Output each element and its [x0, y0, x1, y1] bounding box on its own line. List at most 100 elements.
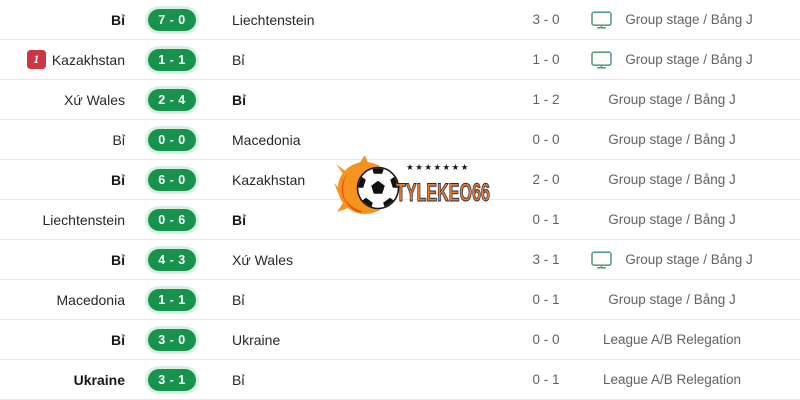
fulltime-score-cell: 4 - 3 [125, 248, 219, 271]
tv-icon [591, 250, 613, 269]
away-team-name: Ukraine [232, 331, 281, 348]
fulltime-score-cell: 0 - 6 [125, 208, 219, 231]
score-badge: 4 - 3 [148, 248, 196, 271]
away-team-cell: Bỉ [219, 212, 518, 228]
match-row[interactable]: Bỉ 7 - 0 Liechtenstein 3 - 0 Group stage… [0, 0, 800, 40]
stage-cell: Group stage / Bảng J [574, 10, 800, 29]
home-team-cell: Liechtenstein [0, 212, 125, 228]
fulltime-score-cell: 6 - 0 [125, 168, 219, 191]
match-row[interactable]: Macedonia 1 - 1 Bỉ 0 - 1 Group stage / B… [0, 280, 800, 320]
home-team-cell: Ukraine [0, 372, 125, 388]
home-team-cell: Bỉ [0, 332, 125, 348]
away-team-cell: Bỉ [219, 92, 518, 108]
fulltime-score-cell: 3 - 1 [125, 368, 219, 391]
away-team-cell: Bỉ [219, 372, 518, 388]
away-team-name: Kazakhstan [232, 171, 306, 188]
fulltime-score-cell: 1 - 1 [125, 288, 219, 311]
home-team-name: Bỉ [111, 331, 125, 348]
fulltime-score-cell: 2 - 4 [125, 88, 219, 111]
stage-cell: Group stage / Bảng J [574, 292, 800, 307]
match-row[interactable]: Bỉ 3 - 0 Ukraine 0 - 0 League A/B Relega… [0, 320, 800, 360]
halftime-score: 3 - 1 [532, 252, 560, 267]
away-team-name: Bỉ [232, 291, 245, 308]
home-team-name: Kazakhstan [51, 51, 125, 68]
score-badge: 2 - 4 [148, 88, 196, 111]
score-badge: 3 - 1 [148, 368, 196, 391]
stage-label: Group stage / Bảng J [608, 212, 736, 227]
stage-cell: Group stage / Bảng J [574, 92, 800, 107]
stage-cell: League A/B Relegation [574, 372, 800, 387]
score-badge: 7 - 0 [148, 8, 196, 31]
tv-icon [591, 10, 613, 29]
away-team-name: Liechtenstein [232, 11, 315, 28]
away-team-cell: Liechtenstein [219, 12, 518, 28]
stage-label: Group stage / Bảng J [625, 12, 753, 27]
stage-label: Group stage / Bảng J [608, 92, 736, 107]
match-row[interactable]: Bỉ 4 - 3 Xứ Wales 3 - 1 Group stage / Bả… [0, 240, 800, 280]
fulltime-score-cell: 0 - 0 [125, 128, 219, 151]
halftime-score: 2 - 0 [532, 172, 560, 187]
home-team-name: Xứ Wales [64, 91, 125, 108]
stage-label: League A/B Relegation [602, 372, 742, 387]
home-team-name: Bỉ [111, 251, 125, 268]
stage-cell: Group stage / Bảng J [574, 250, 800, 269]
stage-label: Group stage / Bảng J [625, 252, 753, 267]
home-team-cell: Bỉ [0, 172, 125, 188]
score-badge: 0 - 0 [148, 128, 196, 151]
home-team-cell: Macedonia [0, 291, 126, 308]
stage-cell: Group stage / Bảng J [574, 212, 800, 227]
away-team-cell: Bỉ [219, 292, 518, 308]
stage-label: Group stage / Bảng J [608, 172, 736, 187]
match-row[interactable]: Xứ Wales 2 - 4 Bỉ 1 - 2 Group stage / Bả… [0, 80, 800, 120]
fulltime-score-cell: 7 - 0 [125, 8, 219, 31]
away-team-name: Xứ Wales [232, 251, 293, 268]
match-row[interactable]: Bỉ 0 - 0 Macedonia 0 - 0 Group stage / B… [0, 120, 800, 160]
score-badge: 1 - 1 [148, 48, 196, 71]
away-team-cell: Macedonia [219, 132, 518, 148]
home-team-name: Macedonia [56, 291, 126, 308]
home-team-name: Ukraine [73, 371, 125, 388]
home-team-name: Bỉ [111, 171, 125, 188]
match-row[interactable]: Liechtenstein 0 - 6 Bỉ 0 - 1 Group stage… [0, 200, 800, 240]
halftime-score: 0 - 1 [532, 372, 560, 387]
home-team-name: Bỉ [111, 11, 125, 28]
stage-cell: Group stage / Bảng J [574, 132, 800, 147]
halftime-score: 0 - 0 [532, 332, 560, 347]
home-team-name: Liechtenstein [42, 211, 125, 228]
stage-label: League A/B Relegation [602, 332, 742, 347]
away-team-cell: Xứ Wales [219, 252, 518, 268]
tv-icon [591, 50, 613, 69]
home-team-name: Bỉ [112, 131, 125, 148]
away-team-cell: Kazakhstan [219, 172, 518, 188]
halftime-score: 0 - 1 [532, 212, 560, 227]
fulltime-score-cell: 1 - 1 [125, 48, 219, 71]
score-badge: 1 - 1 [148, 288, 196, 311]
stage-cell: Group stage / Bảng J [574, 172, 800, 187]
halftime-score: 0 - 1 [532, 292, 560, 307]
score-badge: 3 - 0 [148, 328, 196, 351]
match-row[interactable]: Ukraine 3 - 1 Bỉ 0 - 1 League A/B Relega… [0, 360, 800, 400]
away-team-cell: Ukraine [219, 332, 518, 348]
stage-label: Group stage / Bảng J [608, 132, 736, 147]
fulltime-score-cell: 3 - 0 [125, 328, 219, 351]
away-team-name: Macedonia [232, 131, 301, 148]
home-team-cell: Bỉ [0, 132, 125, 148]
halftime-score: 3 - 0 [532, 12, 560, 27]
home-team-cell: 1 Kazakhstan [0, 50, 125, 69]
home-team-cell: Bỉ [0, 252, 125, 268]
home-team-cell: Xứ Wales [0, 92, 125, 108]
stage-label: Group stage / Bảng J [608, 292, 736, 307]
stage-label: Group stage / Bảng J [625, 52, 753, 67]
halftime-score: 1 - 2 [532, 92, 560, 107]
away-team-cell: Bỉ [219, 52, 518, 68]
rank-badge: 1 [26, 50, 46, 69]
score-badge: 0 - 6 [148, 208, 196, 231]
halftime-score: 0 - 0 [532, 132, 560, 147]
match-row[interactable]: 1 Kazakhstan 1 - 1 Bỉ 1 - 0 Group stage … [0, 40, 800, 80]
halftime-score: 1 - 0 [532, 52, 560, 67]
away-team-name: Bỉ [232, 211, 246, 228]
match-row[interactable]: Bỉ 6 - 0 Kazakhstan 2 - 0 Group stage / … [0, 160, 800, 200]
stage-cell: Group stage / Bảng J [574, 50, 800, 69]
away-team-name: Bỉ [232, 51, 245, 68]
